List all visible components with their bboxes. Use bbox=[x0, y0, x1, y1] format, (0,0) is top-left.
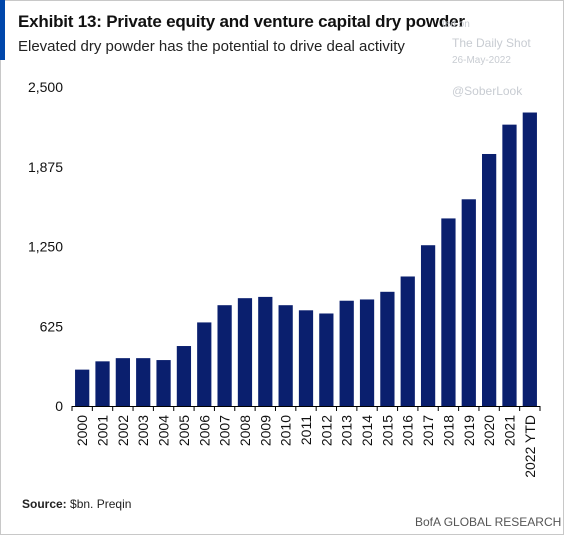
bar bbox=[502, 124, 517, 406]
bar bbox=[298, 310, 314, 406]
bar bbox=[420, 245, 436, 406]
y-tick-label: 1,875 bbox=[28, 159, 63, 175]
x-tick-label: 2012 bbox=[318, 415, 334, 446]
x-tick-label: 2009 bbox=[257, 415, 273, 446]
x-tick-label: 2022 YTD bbox=[522, 415, 538, 478]
chart-title: Exhibit 13: Private equity and venture c… bbox=[18, 12, 465, 31]
bar bbox=[359, 299, 375, 406]
bar bbox=[482, 153, 497, 406]
x-tick-label: 2000 bbox=[74, 415, 90, 446]
watermark-line-3: 26-May-2022 bbox=[452, 55, 511, 66]
x-tick-label: 2019 bbox=[461, 415, 477, 446]
bar bbox=[441, 218, 456, 406]
bar bbox=[75, 369, 90, 406]
source-text: $bn. Preqin bbox=[70, 497, 132, 511]
x-tick-label: 2011 bbox=[298, 415, 314, 445]
x-tick-label: 2020 bbox=[481, 415, 497, 446]
y-tick-label: 1,250 bbox=[28, 239, 63, 255]
x-tick-label: 2016 bbox=[400, 415, 416, 446]
watermark-line-2: The Daily Shot bbox=[452, 36, 531, 50]
x-tick-label: 2010 bbox=[278, 415, 294, 446]
watermark-line-4: @SoberLook bbox=[452, 84, 523, 98]
x-tick-label: 2007 bbox=[217, 415, 233, 446]
y-tick-label: 625 bbox=[40, 318, 64, 334]
x-tick-label: 2008 bbox=[237, 415, 253, 446]
bar bbox=[400, 276, 415, 406]
x-tick-label: 2015 bbox=[379, 415, 395, 446]
bar bbox=[176, 346, 192, 406]
bar bbox=[522, 112, 537, 407]
source-label: Source: bbox=[22, 497, 67, 511]
x-tick-label: 2002 bbox=[115, 415, 131, 446]
x-tick-label: 2003 bbox=[135, 415, 151, 446]
bar bbox=[319, 313, 334, 406]
bar bbox=[115, 358, 130, 406]
x-tick-label: 2021 bbox=[501, 415, 517, 446]
watermark-line-1: ted on bbox=[442, 19, 470, 30]
x-tick-label: 2001 bbox=[95, 415, 111, 446]
bar bbox=[278, 305, 293, 406]
bar bbox=[156, 360, 171, 406]
bar bbox=[136, 358, 151, 406]
bar bbox=[380, 291, 395, 406]
x-tick-label: 2013 bbox=[339, 415, 355, 446]
brand-label: BofA GLOBAL RESEARCH bbox=[415, 515, 562, 529]
x-tick-label: 2018 bbox=[440, 415, 456, 446]
x-tick-label: 2004 bbox=[156, 415, 172, 446]
title-accent-bar bbox=[0, 0, 5, 60]
bar bbox=[197, 322, 212, 406]
x-tick-label: 2006 bbox=[196, 415, 212, 446]
x-tick-label: 2014 bbox=[359, 415, 375, 446]
bar bbox=[95, 361, 110, 406]
x-tick-label: 2005 bbox=[176, 415, 192, 446]
bar bbox=[461, 199, 476, 406]
bar bbox=[339, 300, 354, 406]
bar bbox=[258, 296, 273, 406]
y-tick-label: 0 bbox=[55, 398, 63, 414]
x-tick-label: 2017 bbox=[420, 415, 436, 446]
source-note: Source: $bn. Preqin bbox=[22, 497, 131, 511]
chart-subtitle: Elevated dry powder has the potential to… bbox=[18, 38, 405, 55]
y-tick-label: 2,500 bbox=[28, 79, 63, 95]
bar bbox=[217, 305, 232, 406]
bar bbox=[237, 298, 253, 406]
